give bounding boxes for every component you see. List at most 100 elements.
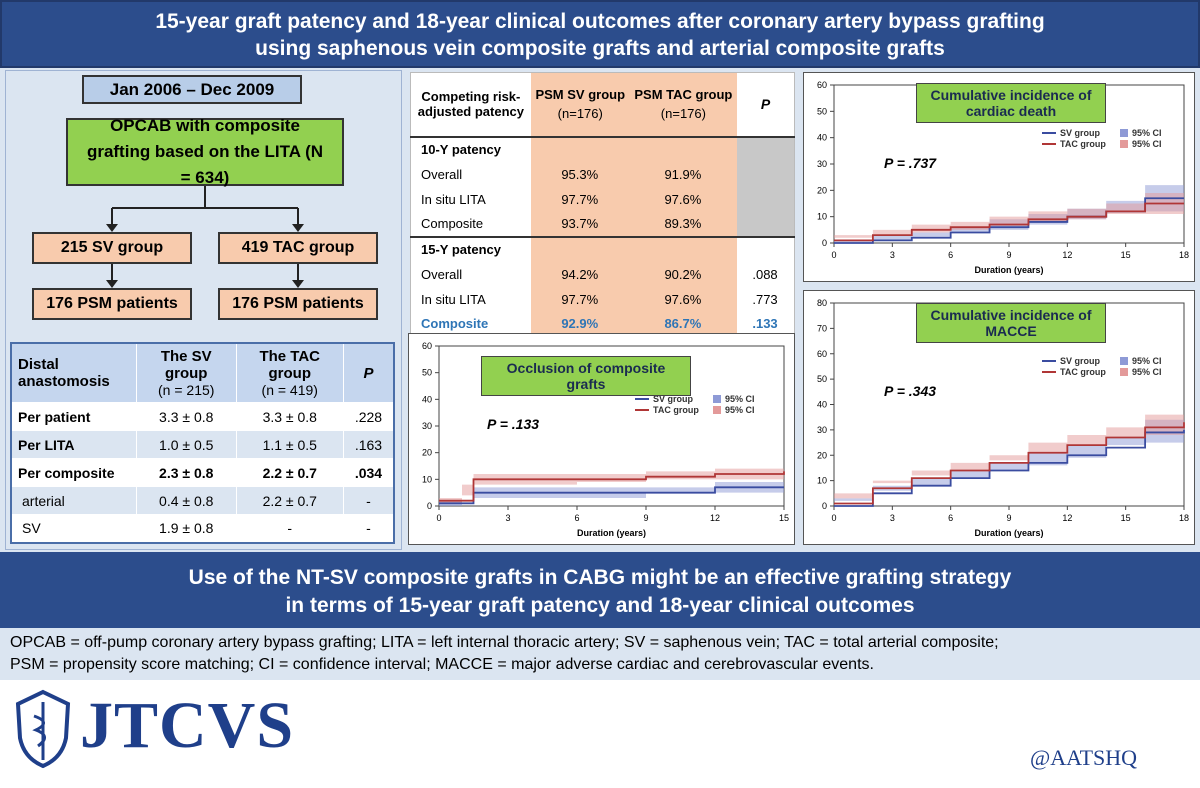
conclusion-line: Use of the NT-SV composite grafts in CAB… — [188, 566, 1012, 589]
ci-band — [834, 417, 1184, 506]
header-cell: PSM SV group (n=176) — [530, 72, 630, 137]
x-tick-label: 6 — [948, 513, 953, 523]
x-tick-label: 0 — [831, 513, 836, 523]
table-row: SV 1.9 ± 0.8- - — [10, 514, 395, 543]
header-sub: (n=176) — [660, 106, 706, 122]
x-tick-label: 12 — [1062, 250, 1072, 260]
table-cell: In situ LITA — [410, 186, 531, 212]
y-tick-label: 50 — [817, 106, 827, 116]
abbreviation-line: PSM = propensity score matching; CI = co… — [10, 656, 874, 673]
y-tick-label: 50 — [817, 374, 827, 384]
y-tick-label: 0 — [427, 501, 432, 511]
series-line — [439, 486, 784, 505]
y-tick-label: 60 — [817, 80, 827, 90]
series-line — [834, 429, 1185, 507]
chart: 0 10 20 30 40 50 60 70 80 0 3 6 9 12 15 18 Duration (yea… — [817, 298, 1189, 538]
x-tick-label: 15 — [1121, 513, 1131, 523]
anastomosis-table: Distal anastomosis The SV group (n = 215) T… — [10, 342, 395, 544]
title-line: using saphenous vein composite grafts an… — [255, 37, 945, 60]
series-line — [834, 202, 1184, 242]
y-tick-label: 40 — [817, 133, 827, 143]
abbrev-band — [0, 628, 1200, 680]
header-text: The SV group — [160, 348, 212, 382]
legend-swatch — [1120, 357, 1128, 365]
x-tick-label: 0 — [436, 513, 441, 523]
x-axis-label: Duration (years) — [974, 528, 1043, 538]
table-cell: In situ LITA — [410, 286, 531, 312]
p-value: P = .133 — [487, 416, 539, 432]
legend-label: 95% CI — [725, 405, 755, 415]
x-axis-label: Duration (years) — [577, 528, 646, 538]
psm-box: 176 PSM patients — [32, 288, 192, 320]
logo-icon — [15, 689, 71, 769]
table-cell: 0.4 ± 0.8 — [135, 486, 237, 515]
ci-band — [439, 482, 784, 506]
table-cell: 90.2% — [629, 261, 738, 287]
table-cell: 1.1 ± 0.5 — [235, 430, 344, 459]
legend-label: TAC group — [1060, 139, 1106, 149]
table-cell: .034 — [342, 458, 395, 487]
x-tick-label: 18 — [1179, 513, 1189, 523]
x-tick-label: 12 — [1062, 513, 1072, 523]
p-value: P = .737 — [884, 155, 937, 171]
y-tick-label: 20 — [817, 185, 827, 195]
group-box: 419 TAC group — [218, 232, 378, 264]
header-row: Distal anastomosis The SV group (n = 215) T… — [10, 342, 395, 403]
conclusion-line: in terms of 15-year graft patency and 18… — [285, 594, 915, 617]
table-cell: Composite — [410, 311, 531, 337]
header-sub: (n = 419) — [261, 382, 318, 398]
header-cell: P — [342, 342, 395, 403]
header-cell: The TAC group (n = 419) — [235, 342, 344, 403]
table-cell: .088 — [737, 261, 795, 287]
legend-label: SV group — [1060, 128, 1101, 138]
y-tick-label: 40 — [422, 394, 432, 404]
header-sub: (n=176) — [557, 106, 603, 122]
x-tick-label: 9 — [643, 513, 648, 523]
y-tick-label: 50 — [422, 368, 432, 378]
table-row: Per composite 2.3 ± 0.8 2.2 ± 0.7.034 — [10, 458, 395, 487]
legend-label: 95% CI — [725, 394, 755, 404]
table-row: Overall 94.2% 90.2% .088 — [410, 261, 795, 287]
chart-title: Cumulative incidence of cardiac death — [916, 83, 1106, 123]
legend-label: SV group — [1060, 356, 1101, 366]
header-row: Competing risk-adjusted patency PSM SV gr… — [410, 72, 795, 137]
table-cell: 91.9% — [629, 161, 738, 187]
legend-swatch — [713, 395, 721, 403]
conclusion-band — [0, 552, 1200, 628]
header-text: The TAC group — [259, 348, 321, 382]
x-tick-label: 3 — [890, 513, 895, 523]
x-tick-label: 3 — [890, 250, 895, 260]
table-cell: 97.7% — [530, 186, 630, 212]
connectors — [106, 186, 304, 288]
legend-label: 95% CI — [1132, 128, 1162, 138]
table-cell: .163 — [342, 430, 395, 459]
table-row: In situ LITA 97.7% 97.6% — [410, 186, 795, 212]
legend-label: 95% CI — [1132, 367, 1162, 377]
x-tick-label: 9 — [1006, 513, 1011, 523]
y-tick-label: 20 — [817, 450, 827, 460]
legend-label: 95% CI — [1132, 356, 1162, 366]
table-cell: .773 — [737, 286, 795, 312]
table-row: Per patient 3.3 ± 0.8 3.3 ± 0.8.228 — [10, 402, 395, 431]
y-tick-label: 70 — [817, 323, 827, 333]
section-title: 10-Y patency — [421, 142, 501, 157]
table-cell: 89.3% — [629, 211, 738, 237]
y-tick-label: 60 — [817, 349, 827, 359]
handle: @AATSHQ — [1030, 745, 1138, 770]
y-tick-label: 30 — [817, 425, 827, 435]
legend-label: SV group — [653, 394, 694, 404]
y-tick-label: 10 — [817, 476, 827, 486]
table-row: arterial 0.4 ± 0.8 2.2 ± 0.7- — [10, 486, 395, 515]
table-row: Overall 95.3% 91.9% — [410, 161, 795, 187]
legend-label: TAC group — [653, 405, 699, 415]
header-cell: P — [737, 72, 795, 137]
table-row: Composite 92.9% 86.7% .133 — [410, 311, 795, 337]
y-tick-label: 40 — [817, 400, 827, 410]
header-cell: The SV group (n = 215) — [135, 342, 237, 403]
y-tick-label: 30 — [817, 159, 827, 169]
header-text: PSM TAC group — [634, 87, 733, 103]
empty-cell — [737, 211, 795, 237]
chart-title: Occlusion of composite grafts — [481, 356, 691, 396]
empty-cell — [737, 186, 795, 212]
p-value: P = .343 — [884, 383, 936, 399]
